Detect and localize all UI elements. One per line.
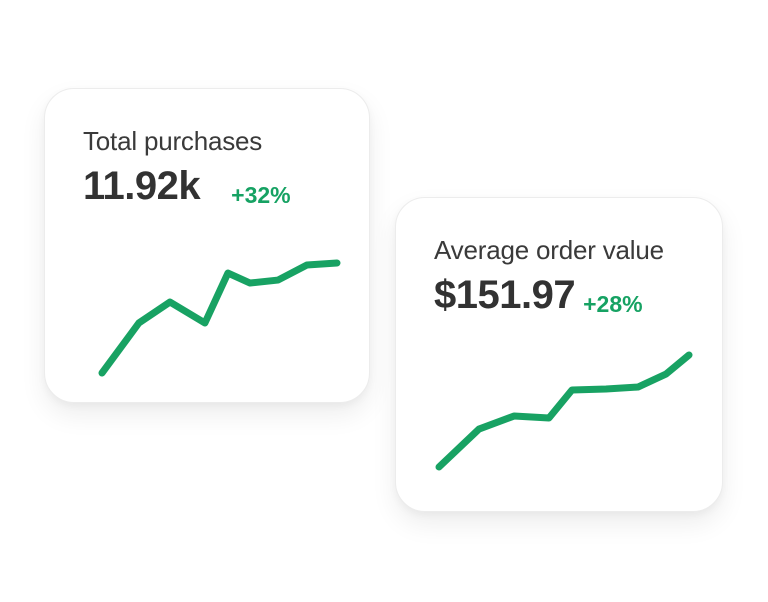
metric-card-average-order-value: Average order value $151.97 +28% bbox=[395, 197, 723, 512]
metric-value-row: $151.97 +28% bbox=[434, 273, 688, 317]
metric-delta-badge: +32% bbox=[231, 182, 291, 208]
metric-value-row: 11.92k +32% bbox=[83, 164, 335, 208]
metric-title: Average order value bbox=[434, 235, 664, 265]
metric-title: Total purchases bbox=[83, 126, 263, 156]
metric-card-total-purchases: Total purchases 11.92k +32% bbox=[44, 88, 370, 403]
metric-value: $151.97 bbox=[434, 273, 576, 317]
metric-value: 11.92k bbox=[83, 164, 201, 208]
sparkline-chart bbox=[439, 355, 689, 467]
metric-delta-badge: +28% bbox=[583, 291, 643, 317]
sparkline-chart bbox=[102, 263, 337, 373]
